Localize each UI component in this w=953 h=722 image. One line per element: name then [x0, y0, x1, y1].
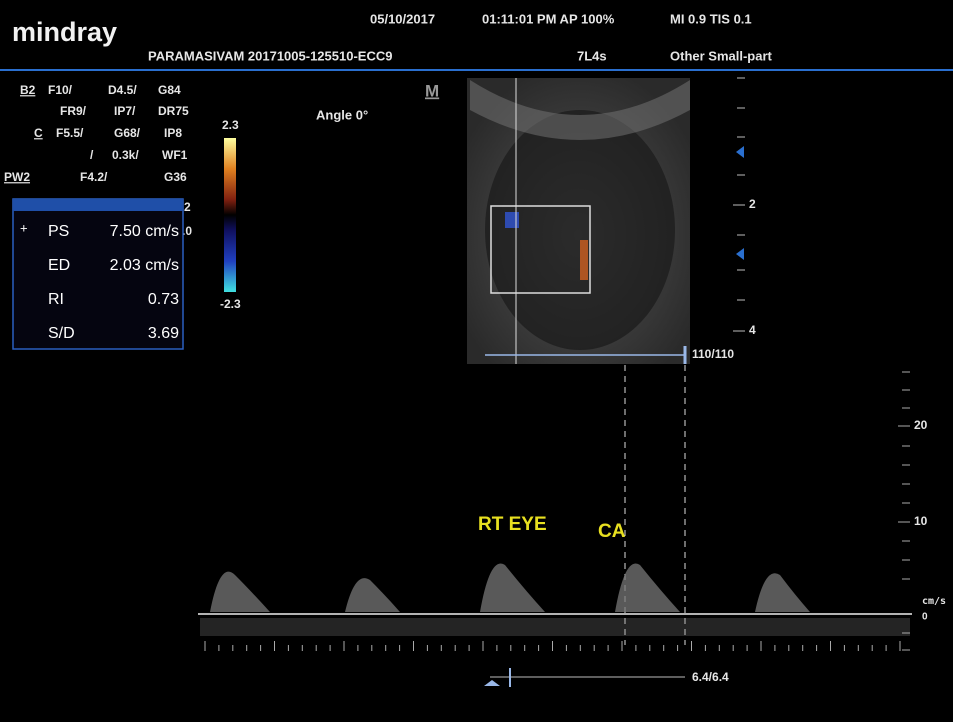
time: 01:11:01 PM AP 100% — [482, 11, 615, 26]
color-min: -2.3 — [220, 297, 241, 311]
measure-box-bar — [13, 199, 183, 211]
color-bar — [224, 138, 236, 292]
param: 2 — [184, 200, 191, 214]
cine: 6.4/6.4 — [692, 670, 729, 684]
param: IP8 — [164, 126, 182, 140]
param: G68/ — [114, 126, 141, 140]
annotation: CA — [598, 521, 626, 542]
ultrasound-screen: mindray 05/10/2017 01:11:01 PM AP 100% M… — [0, 0, 953, 722]
preset: Other Small-part — [670, 48, 773, 63]
flow — [505, 212, 519, 228]
probe: 7L4s — [577, 48, 607, 63]
velocity-label: 20 — [914, 418, 928, 432]
param: F10/ — [48, 83, 73, 97]
measure-label: PS — [48, 223, 69, 240]
cursor: + — [20, 220, 28, 235]
velocity-unit: cm/s — [922, 596, 946, 607]
param: FR9/ — [60, 104, 87, 118]
param: G84 — [158, 83, 181, 97]
measure-label: ED — [48, 257, 70, 274]
flow — [580, 240, 588, 280]
param: IP7/ — [114, 104, 136, 118]
param: C — [34, 126, 43, 140]
param: PW2 — [4, 170, 30, 184]
param: DR75 — [158, 104, 189, 118]
velocity-label: 0 — [922, 612, 928, 623]
patient: PARAMASIVAM 20171005-125510-ECC9 — [148, 48, 392, 63]
measure-value: 7.50 cm/s — [110, 223, 179, 240]
date: 05/10/2017 — [370, 11, 435, 26]
measure-value: 3.69 — [148, 325, 179, 342]
depth-label: 4 — [749, 323, 756, 337]
measure-label: S/D — [48, 325, 75, 342]
measure-value: 0.73 — [148, 291, 179, 308]
globe — [485, 110, 675, 350]
param: 0.3k/ — [112, 148, 139, 162]
param: B2 — [20, 83, 36, 97]
frame: 110/110 — [692, 347, 734, 361]
param: F4.2/ — [80, 170, 108, 184]
velocity-label: 10 — [914, 514, 928, 528]
logo: mindray — [12, 17, 117, 47]
param: WF1 — [162, 148, 188, 162]
annotation: RT EYE — [478, 514, 547, 535]
param: D4.5/ — [108, 83, 137, 97]
angle: Angle 0° — [316, 107, 368, 122]
depth-label: 2 — [749, 197, 756, 211]
m-mark: M — [425, 81, 439, 100]
param: G36 — [164, 170, 187, 184]
measure-label: RI — [48, 291, 64, 308]
measure-value: 2.03 cm/s — [110, 257, 179, 274]
indices: MI 0.9 TIS 0.1 — [670, 11, 752, 26]
color-max: 2.3 — [222, 118, 239, 132]
param: F5.5/ — [56, 126, 84, 140]
